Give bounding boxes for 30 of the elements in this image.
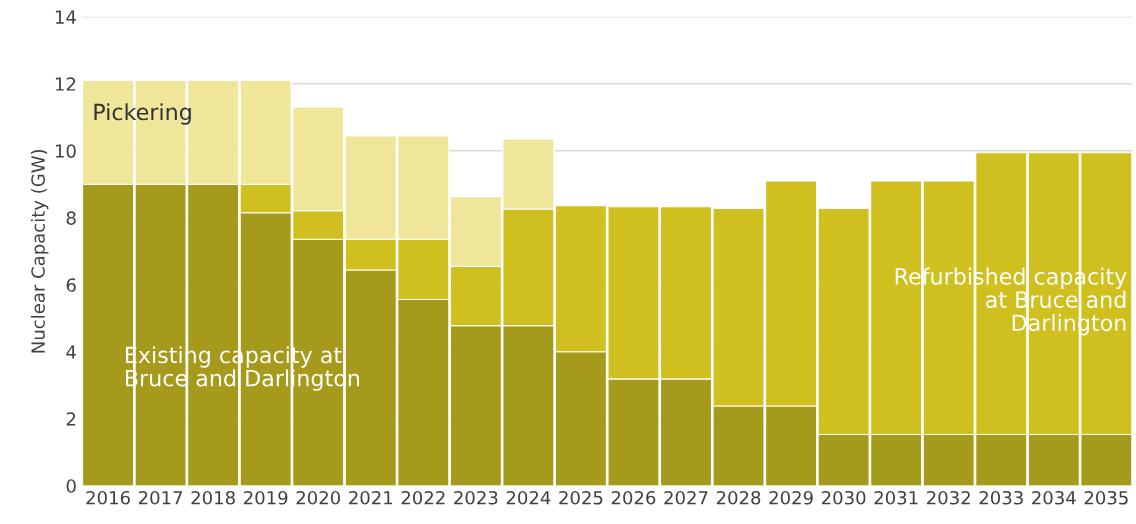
x-tick-label: 2035 — [1084, 490, 1128, 505]
y-tick-label: 14 — [55, 10, 76, 24]
x-tick-label: 2027 — [664, 490, 708, 505]
x-tick-label: 2030 — [821, 490, 866, 505]
x-tick-label: 2024 — [506, 490, 551, 505]
x-tick-label: 2025 — [559, 490, 603, 505]
y-tick-label: 0 — [66, 479, 76, 493]
x-tick-label: 2033 — [979, 490, 1023, 505]
x-tick-label: 2034 — [1032, 490, 1076, 505]
y-tick-label: 10 — [55, 144, 76, 158]
x-tick-label: 2018 — [191, 490, 235, 505]
x-tick-label: 2026 — [611, 490, 656, 505]
x-tick-label: 2023 — [454, 490, 498, 505]
x-tick-label: 2022 — [401, 490, 445, 505]
y-tick-label: 6 — [66, 278, 76, 292]
x-tick-label: 2016 — [86, 490, 130, 505]
x-tick-label: 2029 — [769, 490, 813, 505]
x-tick-label: 2019 — [244, 490, 288, 505]
x-tick-label: 2021 — [349, 490, 393, 505]
y-axis-title: Nuclear Capacity (GW) — [30, 149, 49, 353]
y-tick-label: 8 — [66, 211, 76, 225]
x-tick-label: 2032 — [927, 490, 970, 505]
x-tick-label: 2017 — [138, 490, 183, 505]
x-tick-label: 2028 — [716, 490, 761, 505]
y-tick-label: 12 — [55, 77, 76, 91]
x-tick-label: 2031 — [874, 490, 918, 505]
x-tick-label: 2020 — [296, 490, 340, 505]
series-label: Pickering — [94, 103, 191, 125]
y-tick-label: 2 — [66, 412, 76, 426]
y-tick-label: 4 — [66, 345, 76, 359]
